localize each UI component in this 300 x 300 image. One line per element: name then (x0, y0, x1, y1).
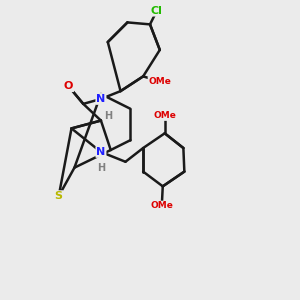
Text: H: H (104, 111, 112, 121)
Text: S: S (55, 191, 63, 201)
Text: H: H (97, 163, 105, 173)
Text: OMe: OMe (148, 77, 171, 86)
Text: N: N (96, 147, 106, 157)
Text: Cl: Cl (151, 6, 163, 16)
Text: OMe: OMe (153, 111, 176, 120)
Text: N: N (96, 94, 106, 104)
Text: O: O (64, 81, 73, 91)
Text: OMe: OMe (150, 201, 173, 210)
